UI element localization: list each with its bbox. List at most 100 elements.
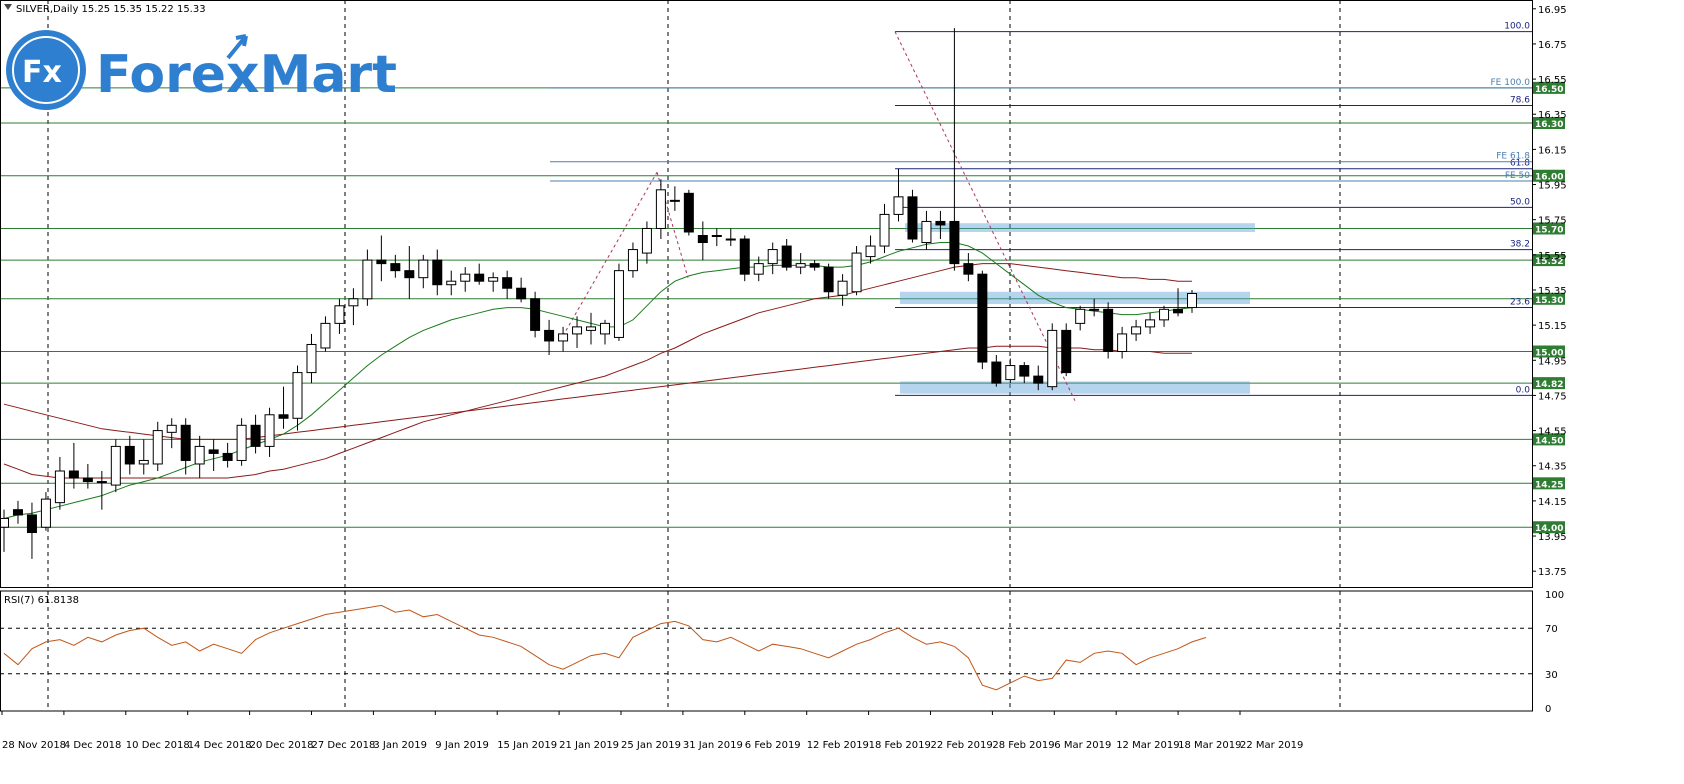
dropdown-triangle-icon[interactable] <box>4 4 12 10</box>
candle-bear <box>124 445 135 465</box>
fib-label: 61.8 <box>1510 159 1530 169</box>
y-tick-label: 14.75 <box>1538 391 1567 402</box>
x-tick-label: 10 Dec 2018 <box>126 740 190 751</box>
level-price-label: 14.82 <box>1535 380 1563 390</box>
candle-bull <box>795 263 806 268</box>
x-tick-label: 18 Feb 2019 <box>869 740 931 751</box>
candle-bear <box>502 277 513 289</box>
x-tick-label: 9 Jan 2019 <box>435 740 489 751</box>
candle-bear <box>404 270 415 279</box>
x-tick-label: 20 Dec 2018 <box>250 740 314 751</box>
candle-bull <box>767 249 778 265</box>
candle-bull <box>110 445 121 486</box>
candle-bull <box>362 259 373 300</box>
x-tick-label: 21 Jan 2019 <box>559 740 619 751</box>
candle-bull <box>292 372 303 419</box>
y-tick-label: 14.55 <box>1538 427 1567 438</box>
rsi-y-tick-label: 100 <box>1545 590 1564 601</box>
logo-badge-ring <box>12 36 80 104</box>
logo-badge-circle <box>6 30 86 110</box>
candle-bull <box>851 252 862 293</box>
fe-label: FE 100.0 <box>1491 78 1531 88</box>
candle-bear <box>376 259 387 265</box>
x-tick-label: 6 Mar 2019 <box>1054 740 1111 751</box>
y-tick-label: 15.95 <box>1538 181 1567 192</box>
candle-bull <box>893 196 904 215</box>
ma-slow-line <box>3 345 1192 440</box>
fibonacci: 100.0 78.6 61.8 50.0 38.2 23.6 0.0 FE 100.0 FE 6… <box>550 22 1532 401</box>
x-tick-label: 28 Nov 2018 <box>2 740 66 751</box>
header: SILVER,Daily 15.25 15.35 15.22 15.33 <box>4 4 206 15</box>
candle-bear <box>208 449 219 454</box>
fib-label: 100.0 <box>1504 22 1530 32</box>
candle-bear <box>1033 375 1044 384</box>
logo-arrow-icon <box>226 34 248 60</box>
candle-bull <box>1005 365 1016 381</box>
candle-bull <box>152 430 163 465</box>
candle-bull <box>194 445 205 465</box>
candle-bull <box>711 235 722 238</box>
rsi-label: RSI(7) 61.8138 <box>4 595 79 606</box>
candle-bear <box>474 273 485 282</box>
candle-bull <box>264 414 275 447</box>
y-tick-label: 15.75 <box>1538 216 1567 227</box>
candle-bear <box>739 238 750 275</box>
candle-bull <box>1047 329 1058 388</box>
level-price-box <box>1533 377 1565 390</box>
candle-bear <box>1061 329 1072 374</box>
level-price-box <box>1533 477 1565 490</box>
x-tick-label: 3 Jan 2019 <box>373 740 427 751</box>
candle-bull <box>1159 308 1170 321</box>
fe-label: FE 50 <box>1505 171 1530 181</box>
level-price-box <box>1533 222 1565 235</box>
candle-bull <box>54 470 65 504</box>
candle-bear <box>12 509 23 516</box>
candle-bull <box>1145 319 1156 328</box>
candle-bull <box>613 270 624 338</box>
candle-bull <box>586 326 597 331</box>
candle-bear <box>82 477 93 483</box>
candles <box>0 28 1197 559</box>
candle-bull <box>334 305 345 324</box>
candle-bull <box>655 189 666 229</box>
y-tick-label: 16.55 <box>1538 75 1567 86</box>
candle-bull <box>0 517 9 528</box>
y-tick-label: 15.35 <box>1538 286 1567 297</box>
candle-bull <box>138 459 149 465</box>
level-price-box <box>1533 433 1565 446</box>
rsi-line <box>3 604 1207 691</box>
level-price-box <box>1533 117 1565 130</box>
candle-bull <box>627 249 638 272</box>
candle-bear <box>68 470 79 479</box>
x-tick-label: 12 Mar 2019 <box>1116 740 1179 751</box>
level-price-box <box>1533 292 1565 305</box>
y-tick-label: 15.55 <box>1538 251 1567 262</box>
candle-bull <box>558 333 569 342</box>
zone-rect <box>905 223 1255 232</box>
level-price-box <box>1533 169 1565 182</box>
candle-bull <box>236 424 247 461</box>
fib-trendline <box>894 31 1076 401</box>
y-tick-label: 14.95 <box>1538 356 1567 367</box>
candle-bear <box>781 245 792 268</box>
y-tick-label: 16.95 <box>1538 5 1567 16</box>
fib-label: 38.2 <box>1510 240 1530 250</box>
x-tick-label: 15 Jan 2019 <box>497 740 557 751</box>
candle-bear <box>278 414 289 419</box>
candle-bull <box>446 280 457 286</box>
logo: Fx ForexMart <box>6 30 397 110</box>
y-tick-label: 13.95 <box>1538 532 1567 543</box>
zone-rect <box>900 291 1250 305</box>
candle-bull <box>1089 308 1100 311</box>
candle-bear <box>991 361 1002 384</box>
candle-bull <box>166 424 177 433</box>
candle-bull <box>348 298 359 307</box>
x-tick-label: 14 Dec 2018 <box>188 740 252 751</box>
level-price-label: 16.50 <box>1535 85 1563 95</box>
x-tick-label: 12 Feb 2019 <box>807 740 869 751</box>
candle-bull <box>837 280 848 296</box>
level-price-label: 14.25 <box>1535 480 1563 490</box>
candle-bear <box>977 273 988 363</box>
level-price-label: 14.50 <box>1535 436 1563 446</box>
